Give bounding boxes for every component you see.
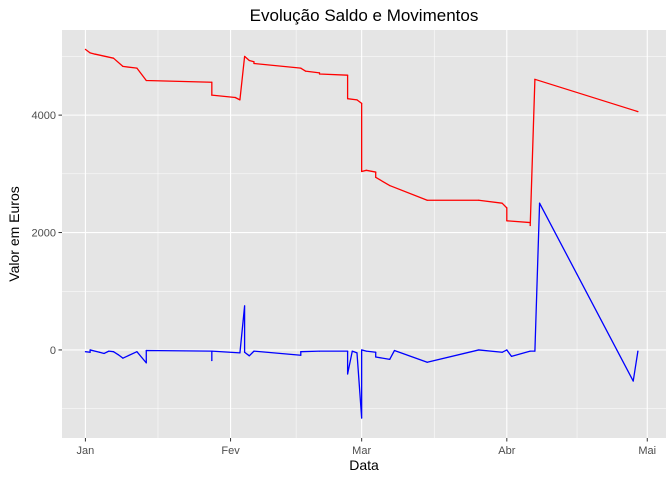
data-point bbox=[356, 99, 358, 101]
data-point bbox=[300, 351, 302, 353]
y-tick-label: 2000 bbox=[32, 228, 56, 240]
data-point bbox=[318, 350, 321, 352]
chart-title: Evolução Saldo e Movimentos bbox=[250, 6, 479, 25]
data-point bbox=[94, 53, 96, 55]
data-point bbox=[637, 350, 639, 352]
data-point bbox=[244, 305, 246, 307]
data-point bbox=[356, 352, 358, 354]
data-point bbox=[98, 351, 101, 353]
data-point bbox=[239, 352, 241, 354]
data-point bbox=[389, 184, 391, 187]
x-tick-label: Mai bbox=[638, 445, 656, 457]
data-point bbox=[351, 350, 353, 352]
series-line-2 bbox=[85, 202, 639, 419]
data-point bbox=[529, 221, 531, 224]
data-point bbox=[510, 355, 513, 357]
x-tick-label: Fev bbox=[221, 445, 240, 457]
data-point bbox=[103, 352, 105, 355]
data-point bbox=[234, 96, 236, 99]
minor-grid bbox=[62, 30, 666, 438]
data-point bbox=[244, 55, 246, 58]
data-point bbox=[304, 70, 307, 72]
data-point bbox=[253, 350, 255, 352]
data-point bbox=[347, 373, 349, 375]
data-point bbox=[534, 350, 536, 352]
data-point bbox=[632, 380, 634, 382]
data-point bbox=[318, 73, 321, 75]
data-point bbox=[506, 349, 508, 351]
data-point bbox=[145, 362, 147, 364]
data-point bbox=[347, 350, 349, 352]
x-tick-label: Mar bbox=[352, 445, 371, 457]
data-point bbox=[375, 176, 377, 178]
data-point bbox=[389, 358, 391, 360]
data-point bbox=[426, 361, 428, 363]
x-axis-title: Data bbox=[349, 457, 379, 473]
data-point bbox=[534, 78, 536, 80]
data-point bbox=[347, 98, 349, 100]
data-point bbox=[253, 61, 255, 63]
data-point bbox=[145, 349, 147, 352]
data-point bbox=[501, 202, 503, 204]
data-point bbox=[529, 350, 531, 352]
data-point bbox=[361, 349, 363, 351]
data-point bbox=[318, 72, 321, 74]
data-point bbox=[361, 102, 363, 104]
data-point bbox=[426, 199, 428, 201]
data-point bbox=[89, 52, 91, 54]
data-point bbox=[117, 354, 119, 356]
data-point bbox=[239, 99, 241, 101]
data-point bbox=[478, 199, 480, 201]
data-point bbox=[248, 355, 250, 357]
data-point bbox=[84, 351, 87, 353]
data-point bbox=[244, 351, 246, 353]
data-point bbox=[253, 62, 255, 65]
data-point bbox=[347, 74, 349, 76]
data-point bbox=[136, 351, 138, 353]
y-tick-label: 4000 bbox=[32, 110, 56, 122]
series-layer bbox=[84, 48, 639, 419]
data-point bbox=[108, 350, 110, 352]
data-point bbox=[211, 359, 213, 362]
data-point bbox=[538, 202, 541, 204]
data-point bbox=[89, 349, 91, 351]
data-point bbox=[375, 171, 377, 173]
data-point bbox=[211, 81, 213, 83]
data-point bbox=[145, 79, 147, 82]
data-point bbox=[506, 207, 508, 209]
x-axis: Jan Fev Mar Abr Mai bbox=[77, 438, 656, 457]
data-point bbox=[300, 354, 302, 356]
data-point bbox=[529, 224, 531, 227]
data-point bbox=[375, 356, 377, 358]
data-point bbox=[478, 349, 480, 351]
data-point bbox=[393, 349, 396, 352]
x-tick-label: Abr bbox=[498, 445, 515, 457]
data-point bbox=[361, 170, 363, 173]
data-point bbox=[375, 351, 377, 353]
data-point bbox=[365, 350, 367, 352]
data-point bbox=[89, 351, 91, 353]
y-axis: 0 2000 4000 bbox=[32, 110, 62, 357]
data-point bbox=[248, 59, 250, 62]
data-point bbox=[122, 357, 124, 359]
data-point bbox=[211, 350, 213, 352]
data-point bbox=[501, 351, 503, 353]
data-point bbox=[365, 169, 367, 171]
data-point bbox=[112, 57, 115, 59]
x-tick-label: Jan bbox=[77, 445, 95, 457]
data-point bbox=[122, 65, 124, 67]
y-axis-title: Valor em Euros bbox=[6, 186, 22, 281]
data-point bbox=[506, 220, 508, 222]
data-point bbox=[361, 417, 363, 419]
data-point bbox=[84, 48, 87, 50]
data-point bbox=[637, 111, 639, 113]
data-point bbox=[300, 67, 302, 69]
data-point bbox=[136, 67, 138, 69]
plot-panel bbox=[62, 30, 666, 438]
data-point bbox=[211, 94, 213, 96]
data-point bbox=[112, 351, 115, 353]
y-tick-label: 0 bbox=[50, 345, 56, 357]
